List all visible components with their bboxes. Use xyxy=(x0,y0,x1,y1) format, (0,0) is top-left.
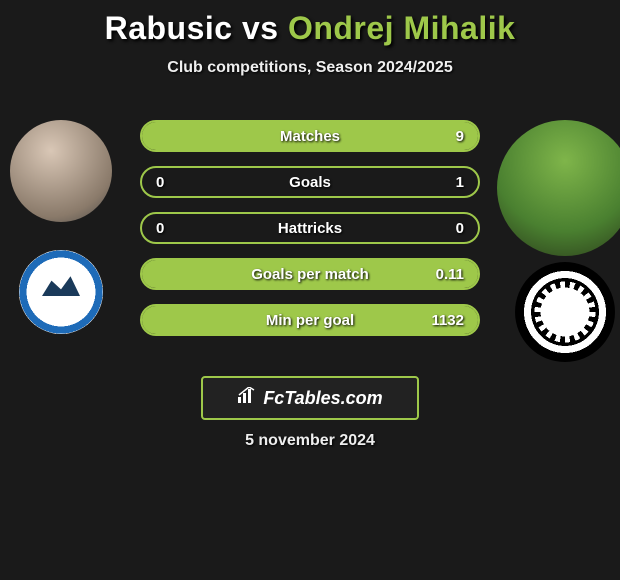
chart-icon xyxy=(237,387,257,410)
vs-text: vs xyxy=(242,10,279,46)
player1-club-badge xyxy=(19,250,103,334)
stat-label: Goals per match xyxy=(251,266,369,283)
right-player-column xyxy=(510,120,620,362)
branding-box: FcTables.com xyxy=(201,376,419,420)
player1-avatar xyxy=(10,120,112,222)
stat-value-right: 1132 xyxy=(431,312,464,329)
stat-row: 0 Hattricks 0 xyxy=(140,212,480,244)
stat-value-right: 9 xyxy=(456,128,464,145)
stat-value-right: 1 xyxy=(456,174,464,191)
stat-value-left: 0 xyxy=(156,174,164,191)
stat-row: Goals per match 0.11 xyxy=(140,258,480,290)
stat-value-left: 0 xyxy=(156,220,164,237)
stat-row: Min per goal 1132 xyxy=(140,304,480,336)
stat-row: Matches 9 xyxy=(140,120,480,152)
subtitle: Club competitions, Season 2024/2025 xyxy=(0,59,620,77)
comparison-title: Rabusic vs Ondrej Mihalik xyxy=(0,0,620,47)
stat-label: Hattricks xyxy=(278,220,342,237)
stat-value-right: 0.11 xyxy=(436,266,464,283)
stats-panel: Matches 9 0 Goals 1 0 Hattricks 0 Goals per matc… xyxy=(140,120,480,350)
stat-row: 0 Goals 1 xyxy=(140,166,480,198)
player1-name: Rabusic xyxy=(105,10,233,46)
left-player-column xyxy=(6,120,116,334)
date-text: 5 november 2024 xyxy=(0,432,620,450)
stat-value-right: 0 xyxy=(456,220,464,237)
player2-avatar xyxy=(497,120,620,256)
branding-text: FcTables.com xyxy=(263,388,382,409)
stat-label: Goals xyxy=(289,174,331,191)
player2-club-badge xyxy=(515,262,615,362)
player2-name: Ondrej Mihalik xyxy=(288,10,515,46)
stat-label: Matches xyxy=(280,128,340,145)
stat-label: Min per goal xyxy=(266,312,354,329)
